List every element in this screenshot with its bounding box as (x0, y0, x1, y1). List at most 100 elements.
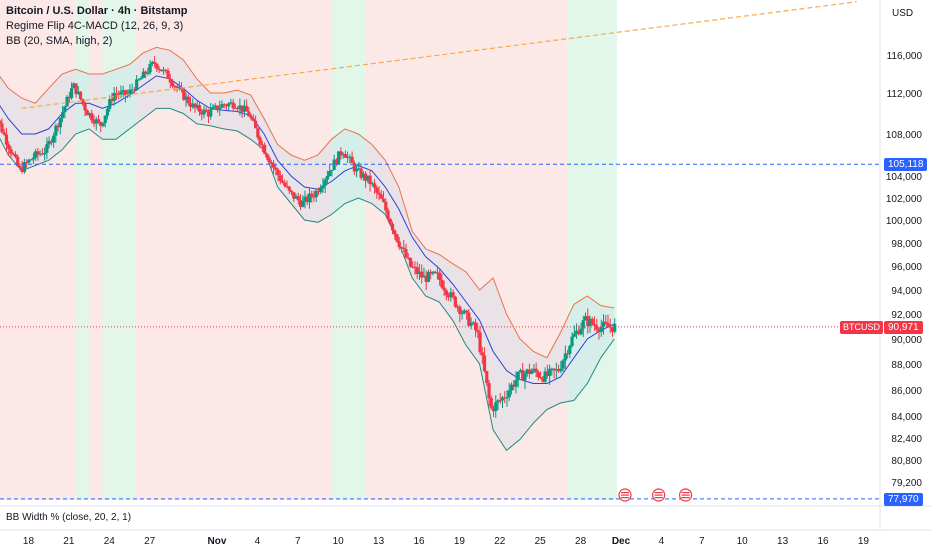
currency-label[interactable]: USD (892, 8, 914, 19)
candle-body-128 (276, 169, 280, 176)
symbol-title[interactable]: Bitcoin / U.S. Dollar · 4h · Bitstamp (6, 5, 188, 17)
indicator-bb-label[interactable]: BB (20, SMA, high, 2) (6, 35, 113, 47)
candle-body-197 (431, 271, 435, 274)
candle-body-211 (462, 310, 466, 314)
candle-body-94 (200, 111, 204, 115)
candle-body-205 (449, 292, 453, 298)
candle-body-4 (0, 120, 2, 124)
candles (0, 55, 617, 418)
candle-body-21 (36, 151, 40, 155)
candle-body-101 (215, 105, 220, 111)
candle-body-98 (209, 109, 213, 117)
candle-body-81 (170, 82, 175, 87)
x-tick-label: 27 (144, 536, 156, 547)
candle-body-248 (545, 371, 549, 376)
candle-body-77 (161, 69, 166, 72)
candle-body-114 (245, 105, 249, 112)
candle-body-123 (265, 153, 269, 158)
candle-body-141 (305, 196, 309, 203)
event-flag-stripe-2-1 (681, 494, 690, 496)
candle-body-127 (274, 167, 278, 170)
candle-body-7 (4, 134, 9, 145)
candle-body-181 (395, 234, 399, 242)
candle-body-262 (577, 330, 581, 335)
candle-body-165 (359, 168, 363, 178)
candle-body-153 (332, 159, 336, 171)
candle-body-117 (251, 118, 255, 121)
candle-body-50 (101, 123, 105, 127)
x-tick-label: 7 (699, 536, 705, 547)
candle-body-253 (557, 369, 561, 372)
candle-body-111 (238, 105, 242, 110)
candle-body-69 (144, 71, 148, 74)
candle-body-150 (325, 176, 330, 180)
support-price-tag: 77,970 (884, 493, 923, 506)
indicator-macd-label[interactable]: Regime Flip 4C-MACD (12, 26, 9, 3) (6, 20, 184, 32)
candle-body-8 (7, 144, 11, 150)
candle-body-238 (523, 373, 527, 381)
candle-body-132 (285, 185, 289, 187)
candle-body-214 (469, 323, 473, 326)
y-tick-label: 108,000 (886, 130, 923, 141)
candle-body-42 (83, 103, 87, 111)
candle-body-136 (294, 196, 298, 199)
candle-body-198 (433, 271, 437, 273)
candle-body-13 (18, 166, 22, 168)
candle-body-6 (2, 132, 6, 135)
candle-body-14 (20, 167, 24, 172)
x-tick-label: Dec (612, 536, 631, 547)
candle-body-65 (135, 79, 139, 91)
x-tick-label: 7 (295, 536, 301, 547)
candle-body-246 (541, 377, 545, 382)
candle-body-120 (258, 137, 262, 145)
candle-body-187 (408, 257, 413, 267)
candle-body-261 (574, 330, 579, 334)
event-flag-stripe-2-0 (681, 492, 690, 494)
bb-upper-line (0, 46, 615, 359)
candle-body-235 (516, 371, 520, 380)
x-tick-label: 25 (535, 536, 547, 547)
candle-body-66 (137, 79, 141, 81)
candle-body-226 (496, 400, 500, 403)
candle-body-84 (177, 87, 181, 89)
candle-body-200 (438, 272, 442, 280)
candle-body-113 (242, 105, 246, 112)
candle-body-228 (500, 397, 505, 401)
candle-body-103 (220, 104, 224, 108)
candle-body-51 (103, 115, 107, 124)
bb-width-pane-label[interactable]: BB Width % (close, 20, 2, 1) (6, 512, 132, 523)
candle-body-43 (85, 110, 89, 116)
candle-body-89 (188, 103, 193, 107)
regime-band-7 (567, 0, 617, 500)
candle-body-122 (262, 145, 267, 154)
candle-body-249 (548, 368, 552, 376)
candle-body-99 (211, 107, 215, 110)
candle-body-39 (76, 91, 80, 94)
candle-body-179 (390, 223, 395, 231)
candle-body-29 (54, 125, 58, 136)
candle-body-135 (292, 192, 296, 199)
x-tick-label: 18 (23, 536, 35, 547)
candle-body-254 (559, 368, 563, 372)
event-flag-stripe-2-2 (681, 497, 690, 499)
candle-body-276 (608, 326, 612, 328)
candle-body-60 (123, 90, 128, 96)
candle-body-20 (34, 151, 38, 158)
event-flag-stripe-1-2 (654, 497, 663, 499)
candle-body-18 (29, 159, 33, 161)
candle-body-154 (334, 159, 339, 165)
candle-body-115 (247, 111, 251, 117)
candle-body-275 (606, 323, 610, 327)
candle-body-110 (236, 108, 240, 110)
candle-body-192 (420, 271, 424, 278)
candle-body-157 (341, 154, 345, 156)
candle-body-47 (94, 119, 98, 124)
regime-band-3 (102, 0, 137, 500)
y-tick-label: 82,400 (891, 434, 922, 445)
y-tick-label: 92,000 (891, 310, 922, 321)
candle-body-174 (379, 194, 383, 199)
candle-body-193 (422, 275, 426, 278)
candle-body-11 (13, 154, 18, 157)
candle-body-54 (110, 99, 114, 101)
